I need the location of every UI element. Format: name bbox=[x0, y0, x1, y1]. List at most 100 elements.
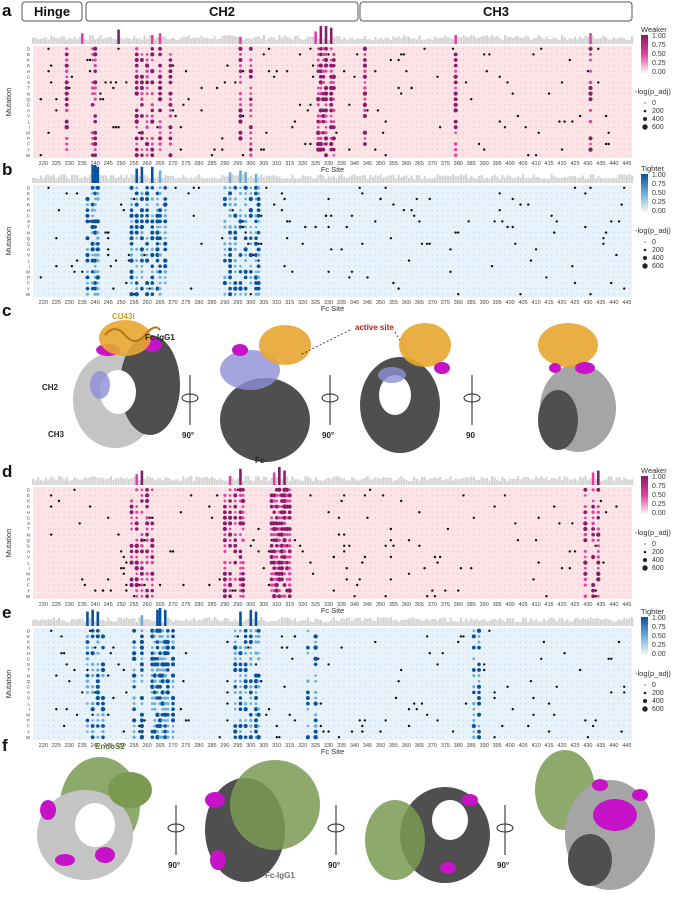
x-tick-label: 360 bbox=[402, 161, 411, 167]
heatmap-cell bbox=[47, 226, 50, 228]
heatmap-cell bbox=[182, 132, 184, 134]
heatmap-cell bbox=[374, 254, 376, 256]
heatmap-cell bbox=[602, 143, 605, 145]
heatmap-cell bbox=[462, 65, 465, 67]
heatmap-cell bbox=[509, 98, 511, 100]
heatmap-cell bbox=[457, 87, 459, 89]
heatmap-cell bbox=[219, 215, 221, 217]
heatmap-cell bbox=[239, 276, 242, 278]
heatmap-cell bbox=[302, 126, 304, 128]
heatmap-cell bbox=[582, 76, 584, 78]
heatmap-cell bbox=[431, 254, 433, 256]
heatmap-cell bbox=[587, 87, 589, 89]
heatmap-cell bbox=[172, 137, 174, 139]
heatmap-cell bbox=[478, 132, 480, 134]
heatmap-cell bbox=[84, 215, 86, 217]
heatmap-cell bbox=[302, 98, 304, 100]
heatmap-cell bbox=[187, 76, 190, 78]
heatmap-cell bbox=[265, 198, 267, 200]
heatmap-cell bbox=[115, 293, 117, 295]
heatmap-point-black bbox=[547, 92, 551, 95]
heatmap-cell bbox=[130, 192, 133, 194]
heatmap-cell bbox=[193, 149, 195, 151]
heatmap-cell bbox=[613, 143, 615, 145]
heatmap-cell bbox=[234, 192, 236, 194]
heatmap-cell bbox=[312, 53, 314, 56]
heatmap-cell bbox=[452, 149, 454, 151]
top-bar-gray bbox=[506, 37, 509, 44]
heatmap-cell bbox=[519, 149, 522, 151]
heatmap-point bbox=[158, 120, 162, 124]
heatmap-point-black bbox=[285, 70, 289, 73]
heatmap-cell bbox=[291, 265, 293, 267]
heatmap-cell bbox=[276, 276, 278, 278]
top-bar-gray bbox=[327, 176, 330, 183]
heatmap-cell bbox=[172, 121, 174, 123]
heatmap-cell bbox=[120, 198, 122, 200]
heatmap-cell bbox=[146, 109, 148, 111]
heatmap-cell bbox=[421, 254, 423, 256]
top-bar-gray bbox=[317, 175, 320, 183]
heatmap-cell bbox=[224, 48, 226, 50]
heatmap-cell bbox=[172, 115, 174, 117]
heatmap-cell bbox=[353, 254, 356, 256]
heatmap-point bbox=[249, 137, 253, 140]
heatmap-cell bbox=[421, 109, 423, 111]
heatmap-cell bbox=[561, 48, 563, 50]
heatmap-cell bbox=[63, 243, 65, 245]
heatmap-cell bbox=[213, 70, 216, 72]
heatmap-cell bbox=[385, 243, 387, 245]
heatmap-cell bbox=[120, 104, 122, 106]
heatmap-cell bbox=[167, 70, 169, 72]
heatmap-point bbox=[453, 74, 458, 79]
heatmap-cell bbox=[182, 81, 184, 83]
heatmap-cell bbox=[405, 132, 408, 134]
heatmap-cell bbox=[156, 70, 159, 72]
heatmap-cell bbox=[452, 243, 454, 245]
x-tick-label: 430 bbox=[583, 161, 592, 167]
heatmap-cell bbox=[260, 271, 262, 273]
heatmap-cell bbox=[530, 48, 532, 50]
heatmap-cell bbox=[63, 254, 65, 256]
heatmap-cell bbox=[519, 143, 522, 145]
heatmap-cell bbox=[198, 87, 200, 89]
heatmap-cell bbox=[597, 137, 599, 139]
heatmap-cell bbox=[187, 59, 190, 61]
heatmap-cell bbox=[177, 254, 179, 256]
heatmap-cell bbox=[410, 276, 413, 278]
heatmap-point bbox=[321, 119, 326, 124]
heatmap-cell bbox=[421, 204, 423, 206]
heatmap-cell bbox=[177, 104, 179, 106]
top-bar-gray bbox=[76, 39, 79, 44]
heatmap-cell bbox=[276, 254, 278, 256]
heatmap-cell bbox=[37, 121, 39, 123]
heatmap-cell bbox=[53, 192, 55, 194]
heatmap-cell bbox=[239, 87, 242, 89]
heatmap-cell bbox=[177, 137, 179, 139]
heatmap-point bbox=[249, 114, 253, 118]
heatmap-cell bbox=[504, 81, 506, 83]
top-bar-gray bbox=[322, 39, 325, 44]
top-bar-gray bbox=[161, 178, 164, 183]
mutation-label: L bbox=[27, 258, 30, 263]
heatmap-cell bbox=[84, 288, 86, 290]
heatmap-cell bbox=[79, 115, 81, 117]
heatmap-cell bbox=[110, 220, 112, 222]
heatmap-cell bbox=[167, 93, 169, 95]
heatmap-cell bbox=[359, 293, 361, 295]
top-bar-gray bbox=[293, 178, 297, 183]
heatmap-cell bbox=[156, 276, 159, 278]
heatmap-cell bbox=[63, 220, 65, 222]
heatmap-cell bbox=[426, 204, 428, 206]
heatmap-cell bbox=[410, 70, 413, 72]
top-bar-gray bbox=[441, 175, 444, 183]
heatmap-cell bbox=[260, 132, 262, 134]
top-bar-gray bbox=[522, 37, 525, 44]
heatmap-point bbox=[168, 108, 172, 112]
heatmap-cell bbox=[395, 48, 397, 50]
heatmap-cell bbox=[410, 154, 413, 156]
heatmap-cell bbox=[307, 248, 309, 250]
heatmap-cell bbox=[597, 87, 599, 89]
heatmap-cell bbox=[468, 98, 470, 100]
heatmap-cell bbox=[379, 137, 382, 139]
